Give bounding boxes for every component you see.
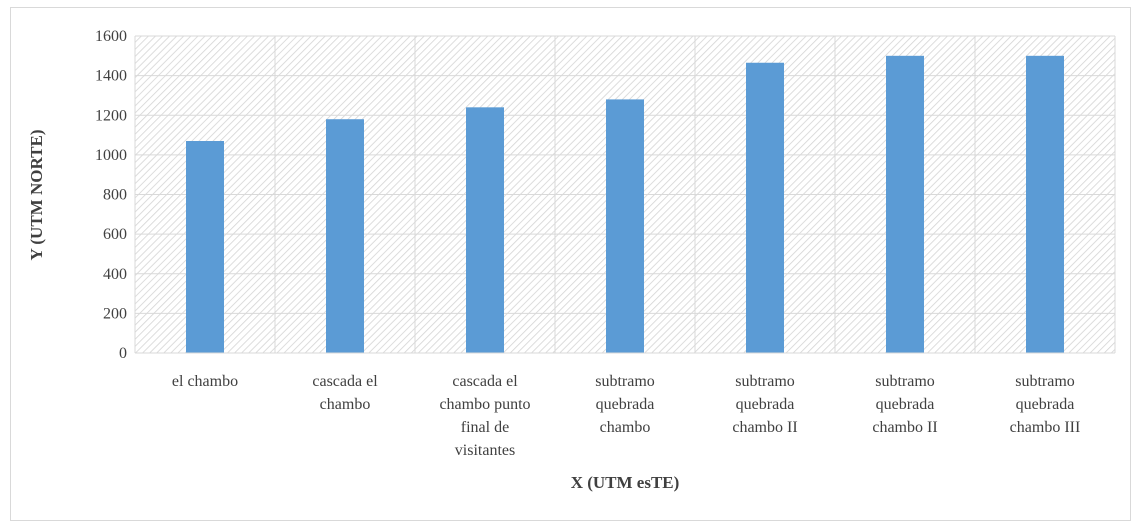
- y-axis-title: Y (UTM NORTE): [27, 130, 46, 261]
- bar: [186, 141, 224, 353]
- y-tick-label: 0: [119, 345, 127, 362]
- x-tick-label: cascada el chambo: [312, 373, 378, 413]
- x-tick-labels: el chambo cascada el chambo cascada el chamb…: [172, 373, 1080, 459]
- y-tick-label: 1200: [95, 107, 127, 124]
- y-tick-label: 1000: [95, 147, 127, 164]
- x-tick-label: subtramo quebrada chambo: [595, 373, 655, 436]
- bar: [886, 55, 924, 353]
- bar: [466, 107, 504, 353]
- bar: [606, 99, 644, 354]
- x-tick-label: el chambo: [172, 373, 238, 390]
- bars: [186, 55, 1064, 354]
- bar: [326, 119, 364, 354]
- bar: [746, 62, 784, 353]
- x-tick-label: cascada el chambo punto final de visitantes: [439, 373, 530, 459]
- y-tick-label: 200: [103, 305, 127, 322]
- y-tick-label: 1600: [95, 28, 127, 45]
- x-tick-label: subtramo quebrada chambo III: [1010, 373, 1081, 436]
- y-tick-label: 600: [103, 226, 127, 243]
- y-tick-label: 400: [103, 266, 127, 283]
- bar: [1026, 55, 1064, 353]
- y-tick-label: 800: [103, 187, 127, 204]
- y-tick-label: 1400: [95, 68, 127, 85]
- x-tick-label: subtramo quebrada chambo II: [732, 373, 797, 436]
- y-tick-labels: 0 200 400 600 800 1000 1200 1400 1600: [95, 28, 127, 362]
- x-tick-label: subtramo quebrada chambo II: [872, 373, 937, 436]
- x-axis-title: X (UTM esTE): [571, 473, 680, 492]
